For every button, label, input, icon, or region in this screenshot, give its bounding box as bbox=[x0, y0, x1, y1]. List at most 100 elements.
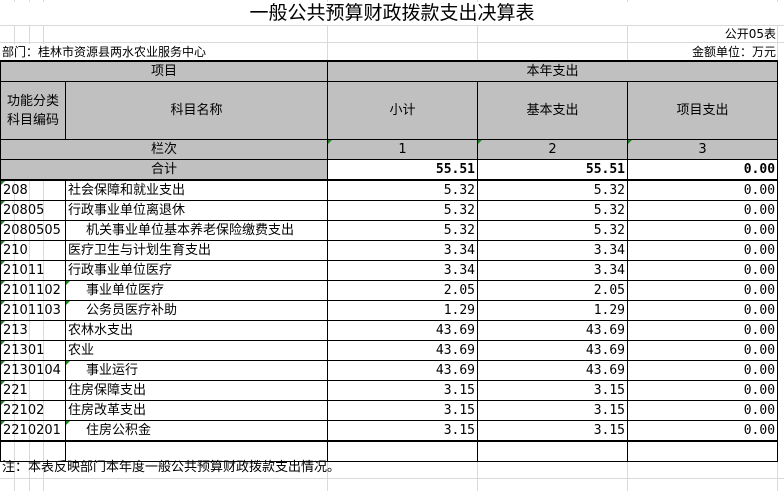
header-item: 项目 bbox=[0, 60, 329, 82]
row-code: 21011 bbox=[0, 260, 66, 281]
row-name: 事业单位医疗 bbox=[64, 280, 329, 301]
row-name: 住房保障支出 bbox=[64, 380, 329, 401]
department-label: 部门：桂林市资源县两水农业服务中心 bbox=[2, 44, 207, 60]
form-code: 公开05表 bbox=[724, 26, 776, 42]
row-code: 2130104 bbox=[0, 360, 66, 381]
row-code: 21301 bbox=[0, 340, 66, 361]
row-code: 210 bbox=[0, 240, 66, 261]
row-subtotal: 3.15 bbox=[327, 400, 479, 421]
row-subtotal: 5.32 bbox=[327, 179, 479, 201]
row-subtotal: 3.15 bbox=[327, 380, 479, 401]
row-name: 行政事业单位离退休 bbox=[64, 200, 329, 221]
empty-row bbox=[0, 440, 779, 462]
header-subtotal: 小计 bbox=[327, 81, 479, 140]
row-code: 2210201 bbox=[0, 420, 66, 442]
footnote: 注：本表反映部门本年度一般公共预算财政拨款支出情况。 bbox=[2, 460, 341, 475]
table-row: 21011 行政事业单位医疗 3.34 3.34 0.00 bbox=[0, 260, 779, 281]
row-project: 0.00 bbox=[627, 340, 779, 361]
row-basic: 5.32 bbox=[477, 179, 629, 201]
total-project: 0.00 bbox=[627, 159, 779, 181]
total-subtotal: 55.51 bbox=[327, 159, 479, 181]
row-subtotal: 5.32 bbox=[327, 220, 479, 241]
unit-label: 金额单位：万元 bbox=[691, 44, 776, 60]
total-label: 合计 bbox=[0, 159, 329, 181]
row-name: 行政事业单位医疗 bbox=[64, 260, 329, 281]
table-row: 221 住房保障支出 3.15 3.15 0.00 bbox=[0, 380, 779, 401]
total-basic: 55.51 bbox=[477, 159, 629, 181]
row-code: 221 bbox=[0, 380, 66, 401]
row-name: 农业 bbox=[64, 340, 329, 361]
row-basic: 3.34 bbox=[477, 260, 629, 281]
row-project: 0.00 bbox=[627, 420, 779, 442]
row-name: 事业运行 bbox=[64, 360, 329, 381]
table-row: 2080505 机关事业单位基本养老保险缴费支出 5.32 5.32 0.00 bbox=[0, 220, 779, 241]
report-title: 一般公共预算财政拨款支出决算表 bbox=[0, 2, 784, 25]
header-name: 科目名称 bbox=[64, 81, 329, 140]
header-project: 项目支出 bbox=[627, 81, 779, 140]
row-project: 0.00 bbox=[627, 260, 779, 281]
row-subtotal: 3.34 bbox=[327, 240, 479, 261]
table-row: 2210201 住房公积金 3.15 3.15 0.00 bbox=[0, 420, 779, 442]
row-name: 住房公积金 bbox=[64, 420, 329, 442]
row-basic: 43.69 bbox=[477, 360, 629, 381]
gridline bbox=[0, 25, 784, 26]
table-row: 22102 住房改革支出 3.15 3.15 0.00 bbox=[0, 400, 779, 421]
row-name: 住房改革支出 bbox=[64, 400, 329, 421]
table-row: 2130104 事业运行 43.69 43.69 0.00 bbox=[0, 360, 779, 381]
row-code: 20805 bbox=[0, 200, 66, 221]
table-row: 2101103 公务员医疗补助 1.29 1.29 0.00 bbox=[0, 300, 779, 321]
row-basic: 3.34 bbox=[477, 240, 629, 261]
row-name: 医疗卫生与计划生育支出 bbox=[64, 240, 329, 261]
column-number-3: 3 bbox=[627, 139, 779, 160]
row-code: 22102 bbox=[0, 400, 66, 421]
column-label: 栏次 bbox=[0, 139, 329, 160]
row-name: 农林水支出 bbox=[64, 320, 329, 341]
gridline bbox=[0, 42, 784, 43]
total-row: 合计 55.51 55.51 0.00 bbox=[0, 159, 779, 181]
row-basic: 3.15 bbox=[477, 420, 629, 442]
table-row: 20805 行政事业单位离退休 5.32 5.32 0.00 bbox=[0, 200, 779, 221]
row-name: 公务员医疗补助 bbox=[64, 300, 329, 321]
header-current-year: 本年支出 bbox=[327, 60, 779, 82]
table-row: 2101102 事业单位医疗 2.05 2.05 0.00 bbox=[0, 280, 779, 301]
row-project: 0.00 bbox=[627, 280, 779, 301]
row-project: 0.00 bbox=[627, 400, 779, 421]
row-basic: 3.15 bbox=[477, 380, 629, 401]
row-code: 2101103 bbox=[0, 300, 66, 321]
column-number-1: 1 bbox=[327, 139, 479, 160]
row-name: 社会保障和就业支出 bbox=[64, 179, 329, 201]
row-project: 0.00 bbox=[627, 240, 779, 261]
row-basic: 5.32 bbox=[477, 220, 629, 241]
row-project: 0.00 bbox=[627, 179, 779, 201]
gridline bbox=[0, 478, 784, 479]
row-project: 0.00 bbox=[627, 300, 779, 321]
row-project: 0.00 bbox=[627, 380, 779, 401]
expenditure-table: 项目 本年支出 功能分类科目编码 科目名称 小计 基本支出 项目支出 栏次 1 … bbox=[0, 60, 779, 462]
row-basic: 2.05 bbox=[477, 280, 629, 301]
row-name: 机关事业单位基本养老保险缴费支出 bbox=[64, 220, 329, 241]
row-subtotal: 5.32 bbox=[327, 200, 479, 221]
row-basic: 3.15 bbox=[477, 400, 629, 421]
row-code: 208 bbox=[0, 179, 66, 201]
row-basic: 1.29 bbox=[477, 300, 629, 321]
row-basic: 43.69 bbox=[477, 340, 629, 361]
row-project: 0.00 bbox=[627, 320, 779, 341]
row-subtotal: 3.34 bbox=[327, 260, 479, 281]
row-subtotal: 43.69 bbox=[327, 360, 479, 381]
row-subtotal: 1.29 bbox=[327, 300, 479, 321]
table-row: 210 医疗卫生与计划生育支出 3.34 3.34 0.00 bbox=[0, 240, 779, 261]
row-subtotal: 43.69 bbox=[327, 340, 479, 361]
row-code: 213 bbox=[0, 320, 66, 341]
row-basic: 5.32 bbox=[477, 200, 629, 221]
row-project: 0.00 bbox=[627, 200, 779, 221]
column-number-2: 2 bbox=[477, 139, 629, 160]
table-row: 208 社会保障和就业支出 5.32 5.32 0.00 bbox=[0, 179, 779, 201]
header-basic: 基本支出 bbox=[477, 81, 629, 140]
row-project: 0.00 bbox=[627, 220, 779, 241]
row-subtotal: 2.05 bbox=[327, 280, 479, 301]
table-row: 213 农林水支出 43.69 43.69 0.00 bbox=[0, 320, 779, 341]
header-code: 功能分类科目编码 bbox=[0, 81, 66, 140]
table-row: 21301 农业 43.69 43.69 0.00 bbox=[0, 340, 779, 361]
row-subtotal: 3.15 bbox=[327, 420, 479, 442]
row-basic: 43.69 bbox=[477, 320, 629, 341]
